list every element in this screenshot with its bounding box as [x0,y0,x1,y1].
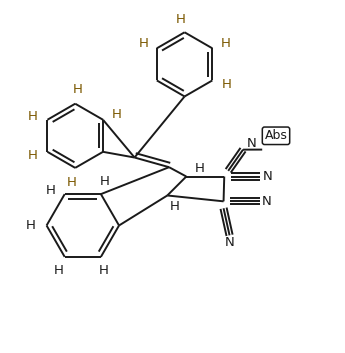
Text: H: H [195,162,204,175]
Text: H: H [73,83,83,96]
Text: H: H [26,219,36,232]
Text: H: H [28,149,38,162]
Text: N: N [225,237,234,250]
Text: H: H [222,78,232,91]
Text: Abs: Abs [265,129,287,142]
Text: H: H [99,264,109,277]
Text: H: H [139,37,149,50]
Text: H: H [112,108,122,121]
Text: H: H [67,176,77,189]
Text: H: H [28,110,38,123]
Text: N: N [247,137,257,150]
Text: N: N [263,170,272,183]
Text: H: H [45,184,55,197]
Text: H: H [176,13,185,26]
Text: N: N [262,195,272,208]
Text: H: H [169,200,179,213]
Text: H: H [53,264,63,277]
Text: H: H [220,37,230,50]
Text: H: H [99,174,109,187]
